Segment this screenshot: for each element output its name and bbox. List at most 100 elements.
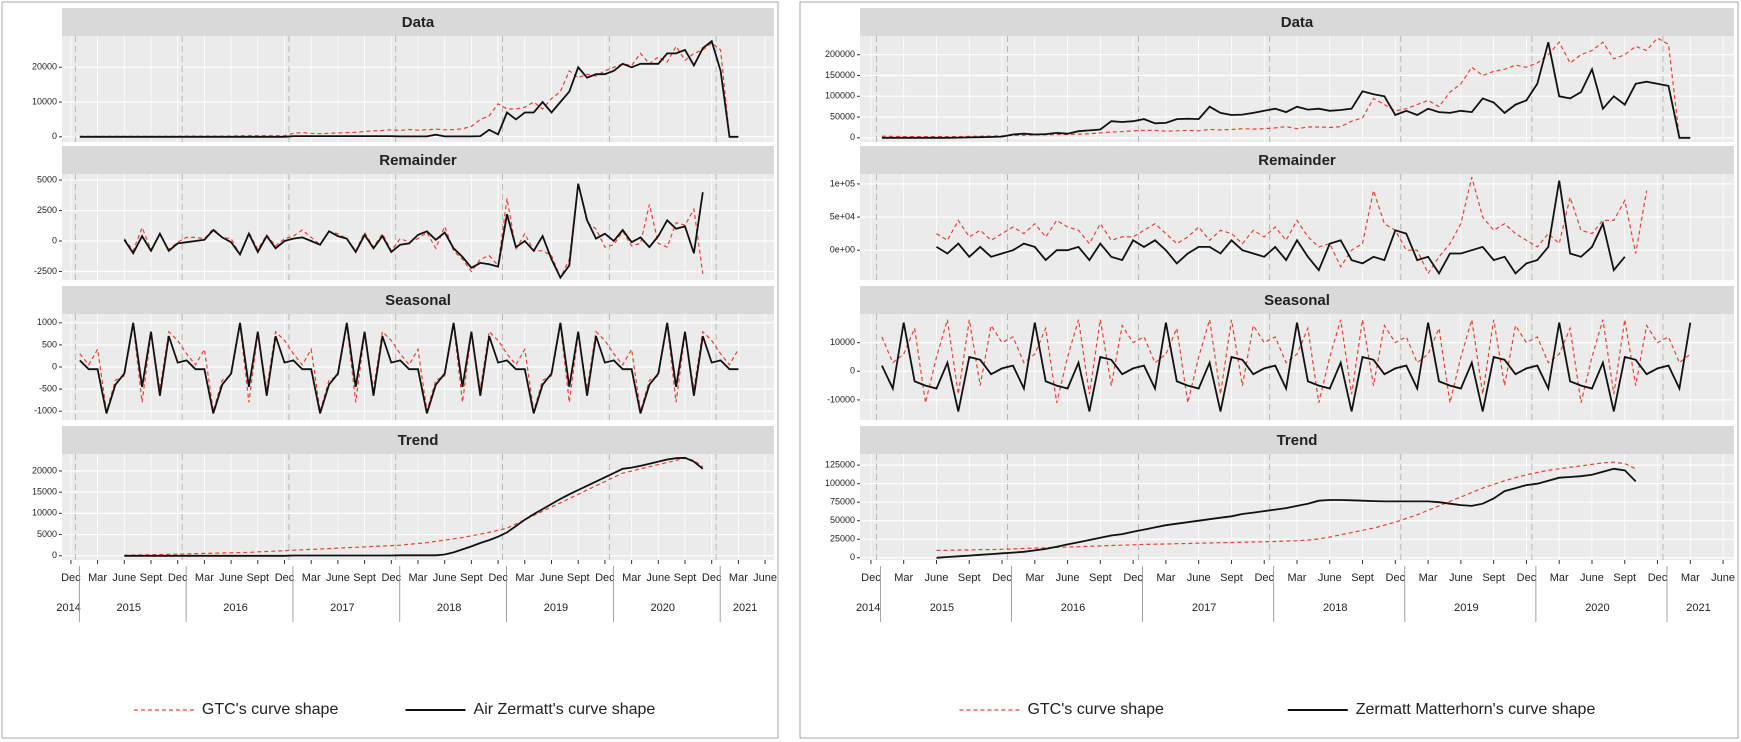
y-tick-label: 100000 — [825, 478, 855, 488]
x-tick-label: Sept — [567, 572, 590, 584]
year-label: 2019 — [544, 602, 568, 614]
series-line — [124, 457, 704, 556]
legend-label: GTC's curve shape — [1027, 701, 1164, 718]
series-line — [79, 39, 739, 138]
x-tick-label: Dec — [861, 572, 881, 584]
facet-strip — [860, 146, 1734, 174]
x-tick-label: Dec — [168, 572, 188, 584]
x-tick-label: June — [540, 572, 564, 584]
year-label: 2018 — [437, 602, 461, 614]
facet-title: Remainder — [379, 152, 457, 169]
x-tick-label: Sept — [246, 572, 269, 584]
x-tick-label: June — [646, 572, 670, 584]
facet-strip — [62, 286, 774, 314]
y-tick-label: 100000 — [825, 91, 855, 101]
year-label: 2017 — [1192, 602, 1216, 614]
x-tick-label: Mar — [1550, 572, 1569, 584]
legend-label: Zermatt Matterhorn's curve shape — [1356, 701, 1596, 718]
y-tick-label: 500 — [42, 339, 57, 349]
facet-strip — [62, 426, 774, 454]
y-tick-label: 75000 — [830, 497, 855, 507]
x-tick-label: Dec — [1386, 572, 1406, 584]
year-label: 2017 — [330, 602, 354, 614]
y-tick-label: 10000 — [32, 96, 57, 106]
x-tick-label: Mar — [302, 572, 321, 584]
x-tick-label: Dec — [1517, 572, 1537, 584]
x-tick-label: Dec — [1648, 572, 1668, 584]
year-label: 2016 — [1061, 602, 1085, 614]
y-tick-label: 15000 — [32, 487, 57, 497]
y-tick-label: 0 — [52, 550, 57, 560]
x-tick-label: Dec — [1254, 572, 1274, 584]
series-line — [123, 183, 704, 280]
x-tick-label: June — [219, 572, 243, 584]
x-tick-label: Mar — [1156, 572, 1175, 584]
x-tick-label: Sept — [1220, 572, 1243, 584]
facet-strip — [860, 426, 1734, 454]
year-label: 2018 — [1323, 602, 1347, 614]
x-tick-label: Mar — [409, 572, 428, 584]
year-label: 2019 — [1454, 602, 1478, 614]
x-tick-label: Sept — [674, 572, 697, 584]
series-line — [881, 41, 1691, 139]
x-tick-label: Mar — [515, 572, 534, 584]
year-label: 2021 — [733, 602, 757, 614]
x-tick-label: June — [753, 572, 777, 584]
y-tick-label: -1000 — [34, 406, 57, 416]
x-tick-label: Dec — [992, 572, 1012, 584]
y-tick-label: -500 — [39, 383, 57, 393]
series-line — [936, 180, 1626, 276]
legend-label: Air Zermatt's curve shape — [474, 701, 656, 718]
year-label: 2014 — [56, 602, 80, 614]
y-tick-label: 20000 — [32, 465, 57, 475]
series-line — [936, 467, 1637, 559]
y-tick-label: 0 — [52, 361, 57, 371]
x-tick-label: Dec — [1123, 572, 1143, 584]
x-tick-label: Sept — [1482, 572, 1505, 584]
facet-strip — [860, 286, 1734, 314]
y-tick-label: 25000 — [830, 534, 855, 544]
y-tick-label: 2500 — [37, 205, 57, 215]
x-tick-label: June — [1711, 572, 1735, 584]
series-line — [79, 42, 739, 138]
x-tick-label: Mar — [729, 572, 748, 584]
x-tick-label: Mar — [1681, 572, 1700, 584]
y-tick-label: 5000 — [37, 529, 57, 539]
facet-title: Trend — [398, 432, 439, 449]
y-tick-label: 20000 — [32, 62, 57, 72]
year-label: 2016 — [223, 602, 247, 614]
x-tick-label: Mar — [622, 572, 641, 584]
y-tick-label: -2500 — [34, 266, 57, 276]
x-tick-label: Sept — [1351, 572, 1374, 584]
facet-strip — [860, 8, 1734, 36]
series-line — [936, 177, 1648, 275]
x-tick-label: Dec — [382, 572, 402, 584]
chart-frame — [799, 1, 1739, 739]
x-tick-label: Dec — [702, 572, 722, 584]
x-tick-label: Dec — [61, 572, 81, 584]
x-tick-label: June — [326, 572, 350, 584]
y-tick-label: 0e+00 — [830, 245, 855, 255]
x-tick-label: June — [925, 572, 949, 584]
y-tick-label: 50000 — [830, 515, 855, 525]
x-tick-label: Mar — [1419, 572, 1438, 584]
facet-strip — [62, 8, 774, 36]
x-tick-label: Dec — [488, 572, 508, 584]
year-label: 2015 — [930, 602, 954, 614]
series-line — [79, 322, 739, 414]
facet-title: Trend — [1277, 432, 1318, 449]
x-tick-label: June — [1187, 572, 1211, 584]
x-tick-label: Mar — [1288, 572, 1307, 584]
y-tick-label: 0 — [850, 366, 855, 376]
y-tick-label: 0 — [52, 235, 57, 245]
x-tick-label: June — [1580, 572, 1604, 584]
y-tick-label: 1000 — [37, 317, 57, 327]
chart-frame — [1, 1, 779, 739]
x-tick-label: Sept — [958, 572, 981, 584]
y-tick-label: 0 — [850, 132, 855, 142]
x-tick-label: Mar — [195, 572, 214, 584]
facet-title: Data — [402, 14, 435, 31]
facet-title: Seasonal — [385, 292, 451, 309]
facet-title: Remainder — [1258, 152, 1336, 169]
